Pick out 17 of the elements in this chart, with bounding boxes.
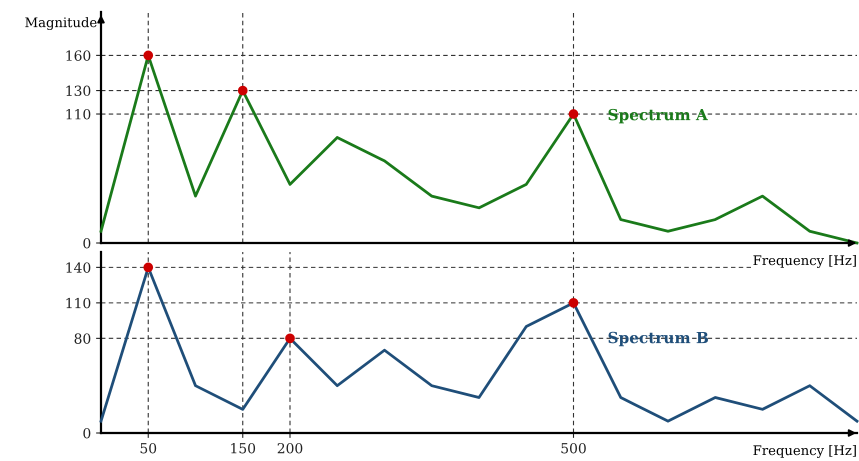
x-axis-title: Frequency [Hz]: [753, 255, 856, 268]
y-tick-label: 160: [66, 50, 90, 61]
y-tick-label: 0: [83, 428, 90, 438]
y-tick-label: 0: [83, 238, 90, 248]
y-tick-label: 110: [66, 298, 90, 308]
x-tick-label: 200: [278, 442, 302, 454]
y-tick-label: 130: [66, 86, 90, 96]
x-tick-label: 500: [561, 442, 586, 454]
y-tick-label: 140: [66, 262, 90, 273]
y-axis-title: Magnitude: [25, 17, 97, 30]
x-tick-label: 150: [231, 442, 256, 454]
series-label: Spectrum A: [608, 108, 708, 124]
series-label: Spectrum B: [608, 332, 708, 346]
y-tick-label: 110: [66, 108, 90, 120]
x-axis-title: Frequency [Hz]: [753, 445, 856, 458]
y-tick-label: 80: [74, 333, 90, 344]
x-tick-label: 50: [140, 442, 156, 454]
